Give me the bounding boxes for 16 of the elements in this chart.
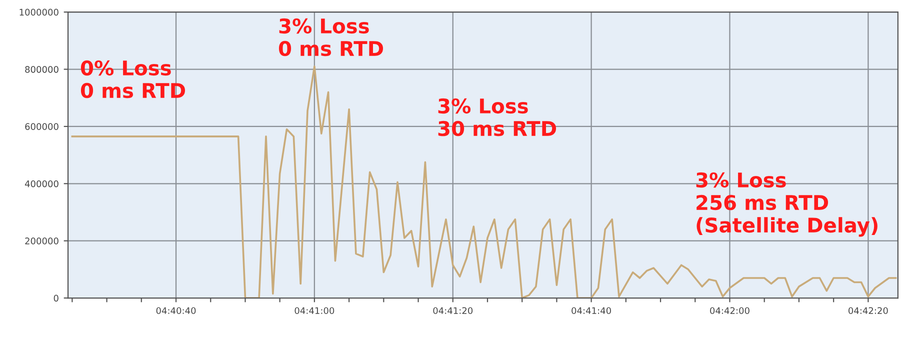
x-tick-label: 04:40:40 [156,307,196,314]
x-tick-label: 04:41:40 [572,307,611,314]
annotation: 3% Loss 30 ms RTD [438,98,556,136]
y-tick-label: 800000 [25,66,58,73]
annotation: 3% Loss 256 ms RTD (Satellite Delay) [696,172,878,237]
y-tick-label: 1000000 [20,8,58,16]
x-tick-label: 04:42:20 [848,307,888,314]
y-tick-label: 200000 [25,238,58,244]
y-tick-label: 400000 [24,180,58,188]
y-tick-label: 0 [54,294,58,302]
y-tick-label: 600000 [25,123,58,130]
annotation: 3% Loss 0 ms RTD [278,18,384,56]
x-tick-label: 04:41:20 [433,307,473,314]
x-tick-label: 04:41:00 [294,307,334,314]
x-tick-label: 04:42:00 [710,307,750,314]
annotation: 0% Loss 0 ms RTD [80,60,186,98]
